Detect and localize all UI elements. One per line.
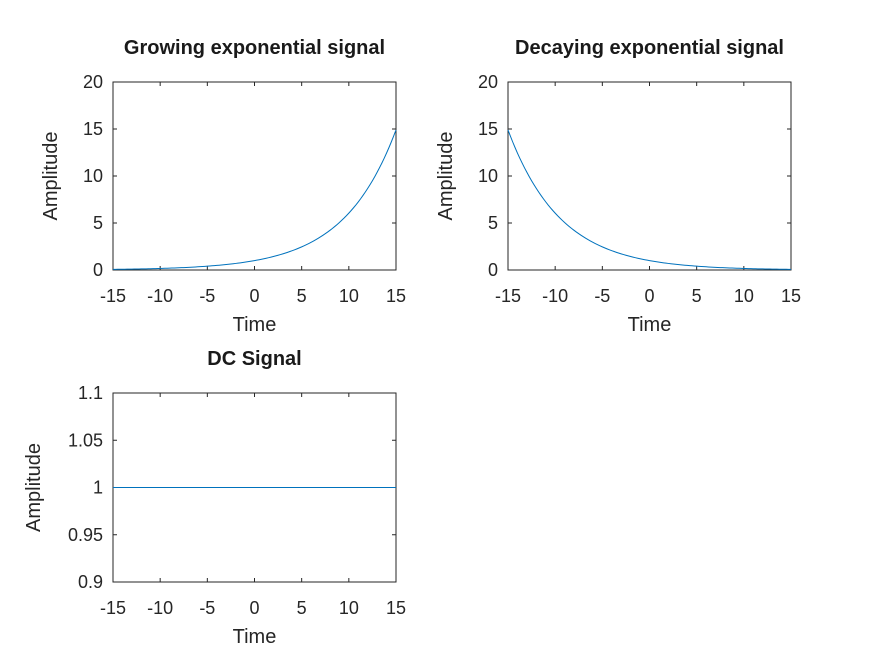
x-tick-label: -10 — [147, 598, 173, 618]
x-tick-label: -15 — [495, 286, 521, 306]
y-tick-label: 1 — [93, 478, 103, 498]
plot-area-frame — [112, 81, 397, 271]
y-tick-label: 20 — [83, 72, 103, 92]
x-tick-label: -5 — [594, 286, 610, 306]
y-tick-label: 10 — [478, 166, 498, 186]
chart-title: Decaying exponential signal — [515, 37, 784, 59]
subplot-3: -15 -10 -5 0 5 10 15 0.9 0.95 1 1.05 1.1 DC Signal Ti… — [23, 348, 406, 648]
x-tick-label: 10 — [339, 286, 359, 306]
x-tick-label: 15 — [386, 598, 406, 618]
x-tick-label: 0 — [644, 286, 654, 306]
x-tick-label: 10 — [339, 598, 359, 618]
y-axis-label: Amplitude — [40, 132, 62, 221]
y-axis-label: Amplitude — [435, 132, 457, 221]
series-line — [112, 129, 397, 270]
x-tick-label: 5 — [297, 598, 307, 618]
y-axis-label: Amplitude — [23, 443, 45, 532]
x-tick-label: 10 — [734, 286, 754, 306]
x-tick-label: 5 — [297, 286, 307, 306]
y-tick-label: 0 — [488, 260, 498, 280]
y-tick-label: 1.1 — [78, 383, 103, 403]
x-tick-label: -5 — [199, 286, 215, 306]
y-tick-label: 1.05 — [68, 430, 103, 450]
subplot-1: -15 -10 -5 0 5 10 15 0 5 10 15 20 Growing exponentia… — [40, 37, 406, 336]
subplot-2: -15 -10 -5 0 5 10 15 0 5 10 15 20 Decaying exponenti… — [435, 37, 801, 336]
plot-area-frame — [507, 81, 792, 271]
x-tick-label: -10 — [147, 286, 173, 306]
x-tick-label: -15 — [100, 286, 126, 306]
series-line — [507, 129, 792, 270]
y-tick-label: 0.95 — [68, 525, 103, 545]
y-tick-label: 5 — [488, 213, 498, 233]
y-tick-label: 15 — [478, 119, 498, 139]
chart-title: Growing exponential signal — [124, 37, 385, 59]
x-axis-label: Time — [233, 314, 277, 336]
y-tick-label: 5 — [93, 213, 103, 233]
x-tick-label: -15 — [100, 598, 126, 618]
y-tick-label: 0.9 — [78, 572, 103, 592]
x-axis-label: Time — [628, 314, 672, 336]
y-tick-label: 10 — [83, 166, 103, 186]
x-tick-label: 15 — [386, 286, 406, 306]
x-tick-label: -5 — [199, 598, 215, 618]
x-tick-label: -10 — [542, 286, 568, 306]
x-tick-label: 5 — [692, 286, 702, 306]
x-tick-label: 0 — [249, 286, 259, 306]
x-axis-label: Time — [233, 626, 277, 648]
x-tick-label: 0 — [249, 598, 259, 618]
x-tick-label: 15 — [781, 286, 801, 306]
y-tick-label: 0 — [93, 260, 103, 280]
y-tick-label: 20 — [478, 72, 498, 92]
y-tick-label: 15 — [83, 119, 103, 139]
chart-title: DC Signal — [207, 348, 301, 370]
